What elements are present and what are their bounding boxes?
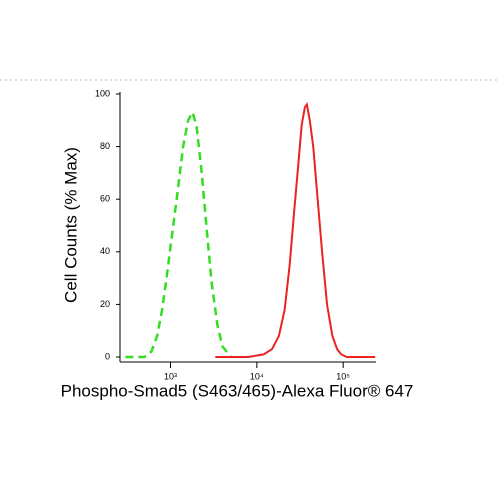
- series-line: [215, 102, 376, 358]
- y-tick-label: 20: [100, 299, 110, 309]
- y-axis-title: Cell Counts (% Max): [61, 147, 80, 303]
- y-tick-label: 80: [100, 141, 110, 151]
- series-line: [125, 109, 232, 359]
- x-tick-label: 10⁴: [250, 371, 264, 381]
- x-tick-label: 10³: [164, 371, 177, 381]
- x-tick-label: 10⁵: [336, 371, 350, 381]
- y-tick-label: 40: [100, 246, 110, 256]
- y-tick-label: 0: [105, 351, 110, 361]
- x-axis-title: Phospho-Smad5 (S463/465)-Alexa Fluor® 64…: [61, 381, 414, 400]
- y-tick-label: 60: [100, 194, 110, 204]
- y-tick-label: 100: [95, 88, 110, 98]
